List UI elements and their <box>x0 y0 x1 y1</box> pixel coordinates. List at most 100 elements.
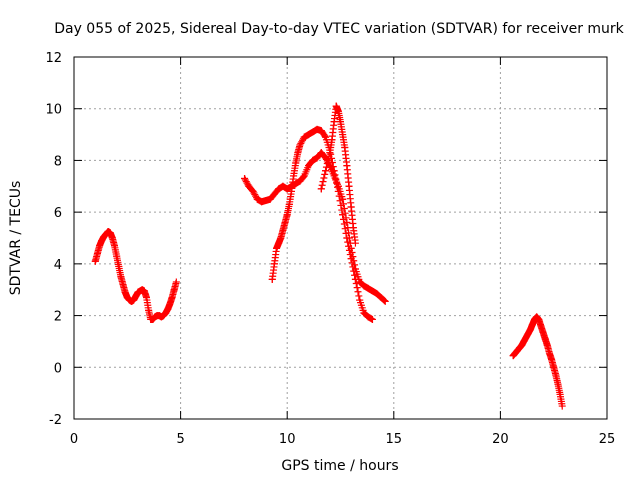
data-point <box>300 133 308 141</box>
data-point <box>339 131 347 139</box>
data-point <box>317 127 325 135</box>
data-point <box>142 293 150 301</box>
data-point <box>279 226 287 234</box>
x-tick-label: 20 <box>492 432 509 447</box>
x-tick-label: 25 <box>599 432 616 447</box>
y-tick-label: 8 <box>54 154 62 169</box>
data-point <box>537 322 545 330</box>
series-3 <box>317 102 359 247</box>
data-point <box>328 136 336 144</box>
data-point <box>164 305 172 313</box>
data-point <box>108 234 116 242</box>
chart-title: Day 055 of 2025, Sidereal Day-to-day VTE… <box>54 21 624 37</box>
data-point <box>281 218 289 226</box>
data-point <box>305 162 313 170</box>
series-0 <box>91 228 180 323</box>
data-point <box>300 172 308 180</box>
data-point <box>275 185 283 193</box>
data-point <box>91 257 99 265</box>
data-point <box>556 390 564 398</box>
data-point <box>368 287 376 295</box>
data-point <box>347 255 355 263</box>
data-point <box>145 306 153 314</box>
x-tick-label: 10 <box>279 432 296 447</box>
data-point <box>268 275 276 283</box>
data-point <box>520 337 528 345</box>
data-point <box>330 118 338 126</box>
data-point <box>351 239 359 247</box>
data-point <box>377 293 385 301</box>
data-point <box>277 234 285 242</box>
data-point <box>356 296 364 304</box>
data-point <box>535 315 543 323</box>
data-point <box>292 180 300 188</box>
series-markers <box>509 313 566 408</box>
y-tick-label: 2 <box>54 310 62 325</box>
y-tick-labels: -2 0 2 4 6 8 10 12 <box>45 51 62 428</box>
data-point <box>305 131 313 139</box>
data-point <box>262 197 270 205</box>
data-point <box>364 313 372 321</box>
data-point <box>360 282 368 290</box>
data-point <box>266 195 274 203</box>
data-point <box>356 278 364 286</box>
series-markers <box>317 102 359 244</box>
data-point <box>554 380 562 388</box>
data-point <box>317 185 325 193</box>
data-point <box>309 128 317 136</box>
data-point <box>351 275 359 283</box>
data-point <box>309 156 317 164</box>
data-point <box>279 182 287 190</box>
data-point <box>326 149 334 157</box>
data-point <box>98 237 106 245</box>
data-point <box>140 287 148 295</box>
data-point <box>290 172 298 180</box>
data-point <box>548 356 556 364</box>
data-point <box>322 167 330 175</box>
data-point <box>130 296 138 304</box>
data-points <box>91 102 566 410</box>
data-point <box>543 341 551 349</box>
data-point <box>322 133 330 141</box>
data-point <box>334 187 342 195</box>
data-point <box>341 144 349 151</box>
data-point <box>249 187 257 195</box>
data-point <box>115 262 123 270</box>
x-tick-label: 15 <box>386 432 403 447</box>
data-point <box>285 200 293 208</box>
y-tick-label: 0 <box>54 361 62 376</box>
data-point <box>117 273 125 281</box>
series-markers <box>241 149 388 305</box>
data-point <box>96 242 104 250</box>
data-point <box>337 118 344 126</box>
data-point <box>241 175 249 183</box>
data-point <box>558 402 566 410</box>
x-axis-title: GPS time / hours <box>281 458 398 474</box>
y-tick-label: 4 <box>54 258 62 273</box>
data-point <box>343 162 351 170</box>
series-1 <box>241 149 389 305</box>
data-point <box>313 154 321 162</box>
data-point <box>349 224 357 232</box>
data-point <box>343 234 351 242</box>
data-point <box>364 284 372 292</box>
data-point <box>172 278 180 286</box>
y-tick-label: -2 <box>49 413 62 428</box>
data-point <box>294 149 302 157</box>
data-point <box>541 335 549 343</box>
data-point <box>253 195 261 203</box>
data-point <box>275 239 283 247</box>
data-point <box>113 252 121 260</box>
data-point <box>162 309 170 317</box>
plot-frame <box>73 56 608 420</box>
data-point <box>552 371 560 379</box>
axis-ticks <box>73 56 608 420</box>
data-point <box>166 300 174 308</box>
data-point <box>334 107 342 115</box>
data-point <box>545 349 553 357</box>
data-point <box>518 341 526 349</box>
data-point <box>360 309 368 317</box>
data-point <box>330 167 338 175</box>
data-point <box>524 330 532 338</box>
